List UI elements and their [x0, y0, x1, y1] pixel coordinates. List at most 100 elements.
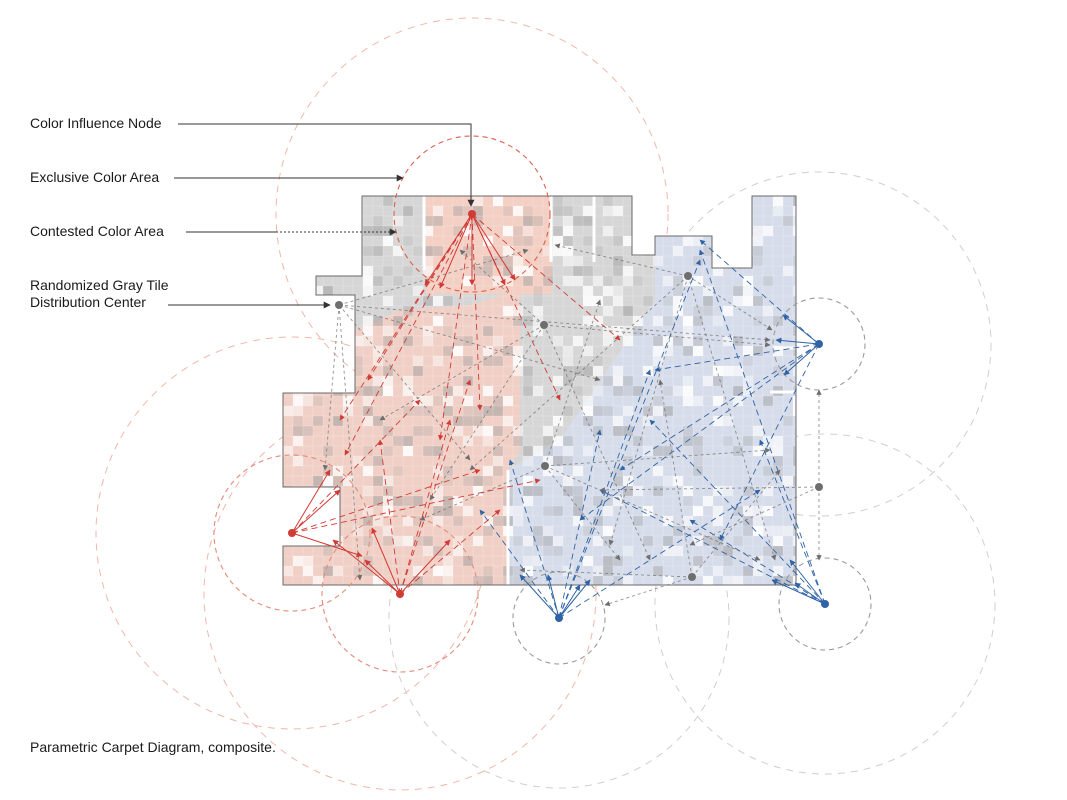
carpet-tile — [373, 516, 383, 526]
carpet-tile — [673, 206, 683, 216]
carpet-tile — [313, 576, 323, 585]
carpet-tile — [283, 566, 293, 576]
carpet-tile — [553, 376, 563, 386]
carpet-tile — [313, 286, 323, 296]
carpet-tile — [323, 286, 333, 296]
carpet-tile — [523, 226, 533, 236]
carpet-tile — [283, 406, 293, 416]
carpet-tile — [773, 436, 783, 446]
carpet-tile — [353, 386, 363, 396]
carpet-tile — [453, 206, 463, 216]
carpet-tile — [653, 316, 663, 326]
carpet-tile — [773, 446, 783, 456]
carpet-tile — [523, 476, 533, 486]
carpet-tile — [303, 256, 313, 266]
exclusive-area-circles — [213, 135, 872, 673]
carpet-tile — [633, 516, 643, 526]
red-influence-node — [468, 210, 476, 218]
carpet-tile — [743, 436, 753, 446]
carpet-tile — [433, 246, 443, 256]
randomized-tiles — [283, 196, 796, 585]
carpet-tile — [503, 346, 513, 356]
carpet-tile — [533, 556, 543, 566]
carpet-tile — [313, 506, 323, 516]
carpet-tile — [653, 446, 663, 456]
connection-arrow — [544, 299, 602, 467]
carpet-tile — [633, 276, 643, 286]
carpet-tile — [473, 576, 483, 585]
carpet-tile — [283, 196, 293, 206]
connection-arrow — [546, 574, 560, 619]
carpet-tile — [743, 346, 753, 356]
carpet-tile — [783, 416, 793, 426]
carpet-tile — [763, 526, 773, 536]
connection-arrow — [399, 419, 452, 595]
carpet-tile — [653, 256, 663, 266]
carpet-tile — [523, 316, 533, 326]
carpet-tile — [613, 556, 623, 566]
carpet-tile — [513, 516, 523, 526]
carpet-tile — [673, 546, 683, 556]
carpet-tile — [333, 226, 343, 236]
blue-zone — [508, 196, 796, 585]
connection-arrow — [599, 489, 826, 605]
connection-arrow — [543, 324, 771, 348]
carpet-tile — [423, 296, 433, 306]
carpet-tile — [433, 316, 443, 326]
carpet-tile — [643, 536, 653, 546]
carpet-tile — [753, 526, 763, 536]
carpet-tile — [463, 396, 473, 406]
leader-color-node — [178, 123, 475, 207]
carpet-tile — [373, 376, 383, 386]
carpet-tile — [403, 206, 413, 216]
carpet-tile — [323, 566, 333, 576]
carpet-tile — [733, 386, 743, 396]
carpet-tile — [663, 546, 673, 556]
connection-arrow — [344, 213, 473, 456]
connection-arrow — [332, 539, 401, 595]
carpet-tile — [293, 246, 303, 256]
carpet-tile — [683, 516, 693, 526]
carpet-tile — [293, 396, 303, 406]
carpet-tile — [293, 196, 303, 206]
carpet-tile — [423, 426, 433, 436]
connection-arrow — [544, 465, 621, 561]
carpet-tile — [653, 486, 663, 496]
carpet-tile — [793, 256, 796, 266]
carpet-tile — [363, 276, 373, 286]
carpet-tile — [423, 536, 433, 546]
carpet-tile — [693, 256, 703, 266]
carpet-tile — [693, 316, 703, 326]
carpet-tile — [453, 426, 463, 436]
gray-distribution-center — [540, 321, 548, 329]
carpet-tile — [713, 376, 723, 386]
carpet-tile — [493, 406, 503, 416]
carpet-tile — [293, 406, 303, 416]
carpet-tile — [503, 266, 513, 276]
connection-arrow — [471, 213, 561, 401]
carpet-tile — [303, 236, 313, 246]
carpet-tile — [783, 216, 793, 226]
carpet-tile — [603, 566, 613, 576]
carpet-tile — [443, 496, 453, 506]
carpet-tile — [773, 526, 783, 536]
carpet-tile — [593, 356, 603, 366]
carpet-tile — [623, 336, 633, 346]
carpet-tile — [763, 226, 773, 236]
connection-arrow — [543, 324, 651, 561]
carpet-tile — [363, 336, 373, 346]
carpet-tile — [653, 356, 663, 366]
carpet-tile — [733, 576, 743, 585]
carpet-tile — [463, 476, 473, 486]
carpet-tile — [563, 446, 573, 456]
carpet-tile — [293, 276, 303, 286]
carpet-tile — [643, 506, 653, 516]
carpet-tile — [333, 246, 343, 256]
carpet-tile — [703, 376, 713, 386]
carpet-tile — [363, 266, 373, 276]
carpet-tile — [583, 556, 593, 566]
carpet-tile — [603, 496, 613, 506]
carpet-tile — [613, 266, 623, 276]
carpet-tile — [563, 226, 573, 236]
connection-arrow — [719, 343, 820, 541]
